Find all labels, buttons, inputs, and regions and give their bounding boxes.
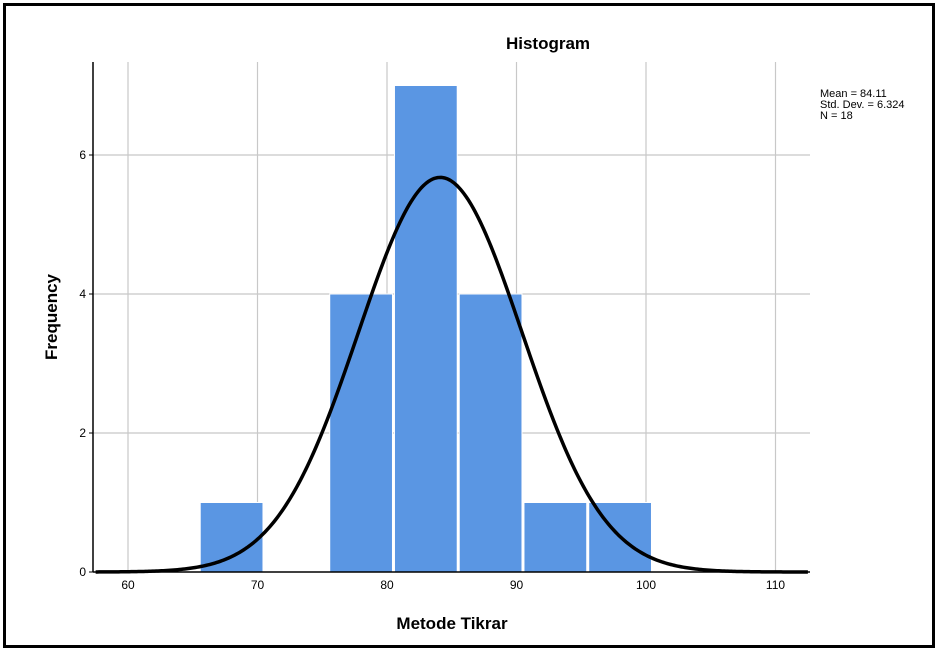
- y-tick-label: 6: [79, 148, 86, 162]
- y-tick-label: 0: [79, 565, 86, 579]
- x-axis-label: Metode Tikrar: [396, 614, 508, 633]
- x-tick-label: 60: [121, 578, 135, 592]
- histogram-bar: [393, 85, 458, 573]
- normal-curve: [95, 175, 808, 574]
- y-tick-label: 4: [79, 287, 86, 301]
- x-tick-label: 110: [766, 578, 785, 592]
- normal-curve-group: [95, 175, 808, 574]
- stats-n: N = 18: [820, 110, 853, 122]
- y-tick-label: 2: [79, 426, 86, 440]
- stats-box: Mean = 84.11 Std. Dev. = 6.324 N = 18: [820, 88, 905, 122]
- x-tick-label: 100: [636, 578, 656, 592]
- tick-labels: 60 70 80 90 100 110 0 2 4 6: [79, 148, 785, 592]
- chart-title: Histogram: [506, 34, 590, 53]
- histogram-bar: [458, 293, 523, 573]
- axes: [89, 62, 810, 573]
- x-tick-label: 90: [510, 578, 524, 592]
- histogram-bar: [199, 502, 264, 573]
- x-tick-label: 70: [251, 578, 265, 592]
- x-tick-label: 80: [380, 578, 394, 592]
- histogram-bar: [329, 293, 393, 573]
- stats-mean: Mean = 84.11: [820, 88, 887, 100]
- stats-std-dev: Std. Dev. = 6.324: [820, 99, 905, 111]
- y-axis-label: Frequency: [42, 273, 61, 360]
- histogram-bar: [523, 502, 588, 573]
- histogram-bars: [199, 85, 652, 573]
